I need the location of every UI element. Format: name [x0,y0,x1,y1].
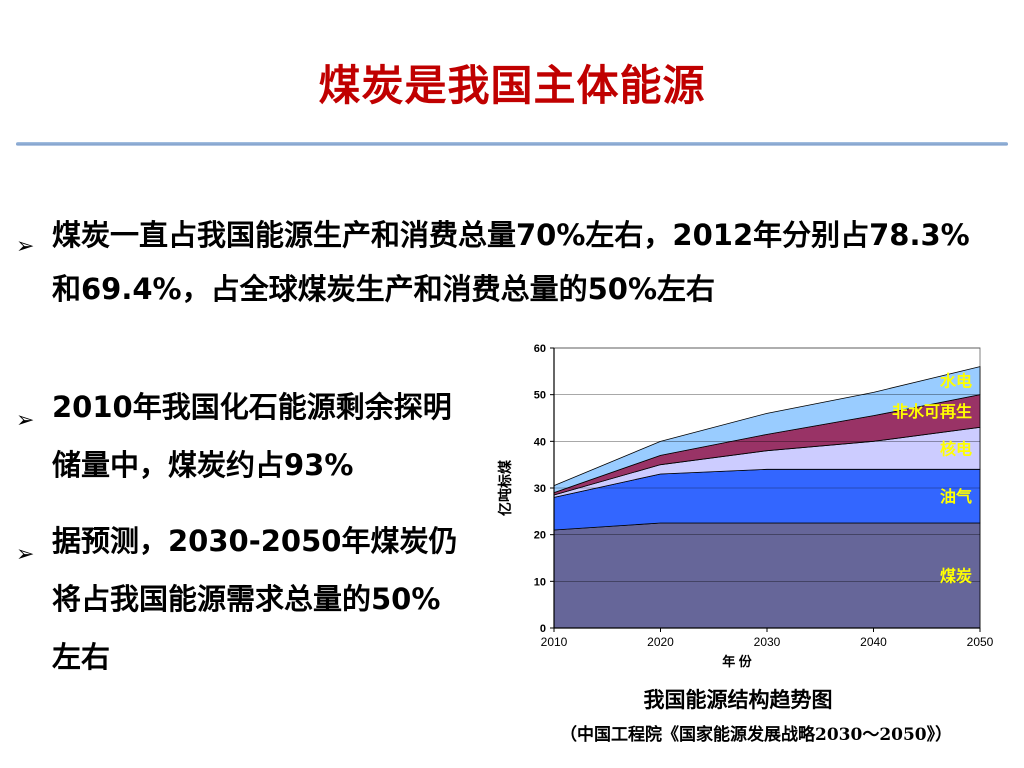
bullet-arrow-icon: ➢ [16,542,35,567]
y-tick-label: 10 [534,576,546,588]
bullet-text: 2010年我国化石能源剩余探明储量中，煤炭约占93% [52,390,452,482]
x-tick-label: 2010 [541,635,568,649]
bullet-arrow-icon: ➢ [16,408,35,433]
series-label-3: 非水可再生 [892,402,972,421]
y-tick-label: 20 [534,530,546,542]
bullet-text: 煤炭一直占我国能源生产和消费总量70%左右，2012年分别占78.3%和69.4… [52,218,970,306]
y-axis-label: 亿吨标煤 [497,459,513,516]
y-tick-label: 0 [540,623,546,635]
x-tick-label: 2030 [754,635,781,649]
energy-structure-chart: 0 10 20 30 40 50 60 2010 2020 2030 2040 2050 年 份亿吨标煤… [488,330,1008,680]
slide-title: 煤炭是我国主体能源 [318,61,706,110]
x-tick-label: 2050 [967,635,994,649]
bullet-coal-forecast: ➢ 据预测，2030-2050年煤炭仍将占我国能源需求总量的50%左右 [16,512,486,686]
x-axis-label: 年 份 [722,654,753,669]
x-tick-label: 2020 [647,635,674,649]
y-tick-label: 60 [534,343,546,355]
series-label-4: 水电 [940,372,972,391]
chart-source: （中国工程院《国家能源发展战略2030～2050》） [560,725,953,745]
title-divider [16,142,1008,146]
y-tick-label: 40 [534,436,546,448]
bullet-text: 据预测，2030-2050年煤炭仍将占我国能源需求总量的50%左右 [52,524,458,674]
y-tick-label: 30 [534,483,546,495]
series-label-0: 煤炭 [940,567,972,586]
bullet-arrow-icon: ➢ [16,234,35,259]
chart-caption: 我国能源结构趋势图 [643,688,833,712]
series-label-1: 油气 [940,487,972,506]
series-label-2: 核电 [940,439,972,458]
bullet-coal-reserves: ➢ 2010年我国化石能源剩余探明储量中，煤炭约占93% [16,378,486,494]
x-tick-label: 2040 [860,635,887,649]
bullet-coal-share: ➢ 煤炭一直占我国能源生产和消费总量70%左右，2012年分别占78.3%和69… [16,208,996,316]
area-series-0 [553,522,981,629]
y-tick-label: 50 [534,390,546,402]
